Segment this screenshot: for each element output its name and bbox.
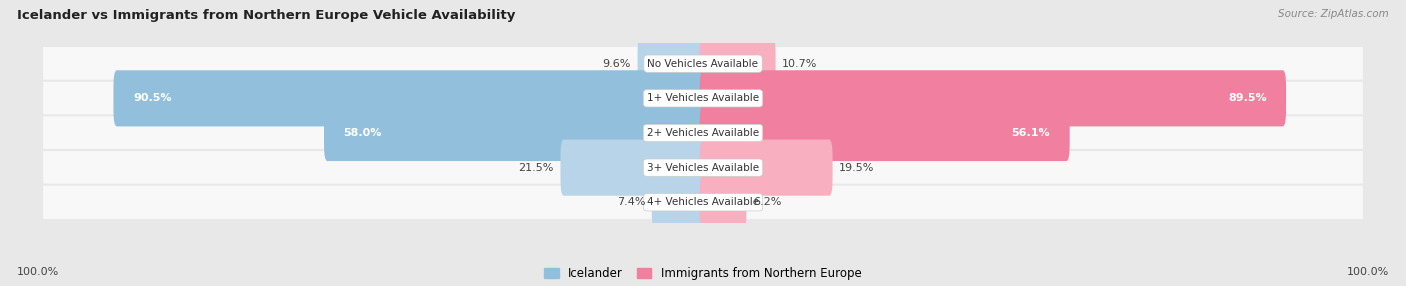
FancyBboxPatch shape: [42, 150, 1364, 185]
Text: 58.0%: 58.0%: [343, 128, 382, 138]
Text: 1+ Vehicles Available: 1+ Vehicles Available: [647, 93, 759, 103]
FancyBboxPatch shape: [637, 36, 706, 92]
FancyBboxPatch shape: [114, 70, 706, 126]
Text: 3+ Vehicles Available: 3+ Vehicles Available: [647, 163, 759, 173]
FancyBboxPatch shape: [700, 174, 747, 230]
Text: Source: ZipAtlas.com: Source: ZipAtlas.com: [1278, 9, 1389, 19]
Text: 19.5%: 19.5%: [839, 163, 875, 173]
Text: Icelander vs Immigrants from Northern Europe Vehicle Availability: Icelander vs Immigrants from Northern Eu…: [17, 9, 515, 21]
Text: 2+ Vehicles Available: 2+ Vehicles Available: [647, 128, 759, 138]
Text: 7.4%: 7.4%: [617, 197, 645, 207]
Text: 6.2%: 6.2%: [752, 197, 782, 207]
FancyBboxPatch shape: [652, 174, 706, 230]
FancyBboxPatch shape: [700, 36, 776, 92]
Text: 4+ Vehicles Available: 4+ Vehicles Available: [647, 197, 759, 207]
FancyBboxPatch shape: [323, 105, 706, 161]
Text: 89.5%: 89.5%: [1227, 93, 1267, 103]
FancyBboxPatch shape: [42, 46, 1364, 81]
FancyBboxPatch shape: [700, 70, 1286, 126]
Text: 21.5%: 21.5%: [519, 163, 554, 173]
FancyBboxPatch shape: [42, 81, 1364, 116]
FancyBboxPatch shape: [42, 185, 1364, 220]
Text: 9.6%: 9.6%: [603, 59, 631, 69]
Text: No Vehicles Available: No Vehicles Available: [648, 59, 758, 69]
Legend: Icelander, Immigrants from Northern Europe: Icelander, Immigrants from Northern Euro…: [544, 267, 862, 280]
FancyBboxPatch shape: [561, 140, 706, 196]
Text: 100.0%: 100.0%: [17, 267, 59, 277]
Text: 100.0%: 100.0%: [1347, 267, 1389, 277]
Text: 90.5%: 90.5%: [134, 93, 172, 103]
FancyBboxPatch shape: [42, 115, 1364, 151]
FancyBboxPatch shape: [700, 140, 832, 196]
FancyBboxPatch shape: [700, 105, 1070, 161]
Text: 10.7%: 10.7%: [782, 59, 817, 69]
Text: 56.1%: 56.1%: [1012, 128, 1050, 138]
